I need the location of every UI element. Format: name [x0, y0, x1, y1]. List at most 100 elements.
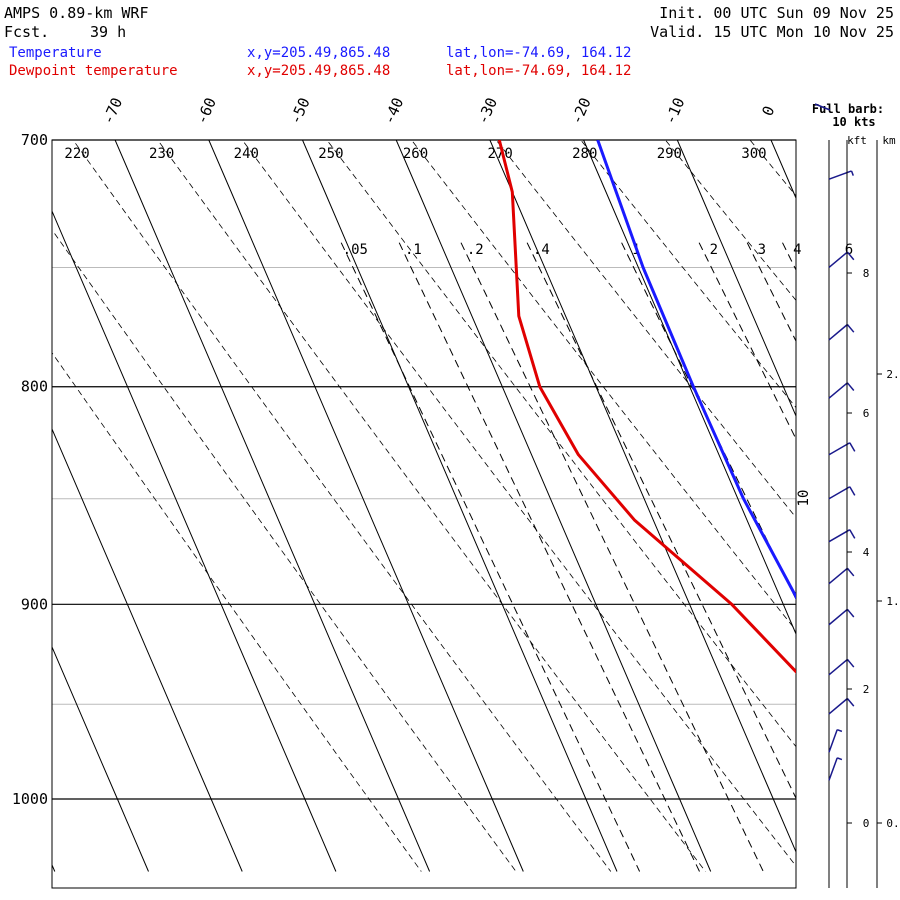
- wind-barb-shaft: [828, 251, 848, 269]
- mixing-ratio-label: .1: [405, 242, 422, 258]
- wind-barb-shaft: [828, 529, 851, 543]
- wind-barb-shaft: [828, 757, 838, 781]
- mixing-ratio-label: 6: [845, 242, 853, 258]
- dry-adiabat-280: [580, 140, 796, 409]
- wind-barb-flag: [849, 442, 856, 452]
- theta-label: 270: [487, 146, 512, 162]
- wind-barb-flag: [849, 529, 856, 539]
- mixing-ratio-line: [526, 242, 796, 800]
- kft-tick-label: 8: [863, 267, 870, 280]
- dry-adiabat-320: [874, 86, 900, 871]
- km-tick-label: 0.: [886, 817, 899, 830]
- mixing-ratio-line: [698, 242, 796, 441]
- mixing-ratio-line: [460, 242, 764, 872]
- kft-tick-label: 2: [863, 683, 870, 696]
- wind-barbs: Full barb:10 kts: [812, 102, 884, 888]
- dry-adiabat-220: [72, 140, 612, 872]
- temperature-line: [596, 140, 796, 600]
- dry-adiabat-260: [410, 140, 796, 632]
- wind-barb-flag: [850, 170, 854, 176]
- barb-legend-sample: [814, 103, 831, 111]
- mixing-ratio-line: [398, 242, 700, 872]
- dry-adiabat-200: [52, 352, 422, 872]
- wind-barb-flag: [846, 324, 855, 333]
- kft-tick-label: 4: [863, 546, 870, 559]
- dry-adiabat-250: [326, 140, 796, 748]
- wind-barb-flag: [846, 567, 855, 577]
- isotherm--50: [302, 140, 618, 872]
- theta-label: 240: [234, 146, 259, 162]
- isotherm-label: -60: [193, 95, 220, 127]
- valid-time: Valid. 15 UTC Mon 10 Nov 25: [650, 23, 894, 41]
- wind-barb-shaft: [828, 442, 851, 456]
- theta-label: 300: [741, 146, 766, 162]
- pressure-label: 1000: [12, 790, 48, 808]
- isotherm-label: -40: [380, 95, 407, 127]
- theta-label: 220: [64, 146, 89, 162]
- wind-barb-flag: [836, 728, 843, 733]
- dry-adiabat-210: [52, 229, 517, 872]
- wind-barb-flag: [846, 608, 855, 618]
- legend-temperature-latlon: lat,lon=-74.69, 164.12: [446, 45, 632, 61]
- legend-dewpoint-xy: x,y=205.49,865.48: [247, 63, 391, 79]
- dry-adiabat-310: [790, 86, 900, 871]
- height-axis: kft km 86 4 2 0 2. 1. 0.: [846, 134, 900, 888]
- barb-legend-title: Full barb:: [812, 102, 884, 116]
- mixing-ratio-label: 3: [758, 242, 766, 258]
- isotherm--90: [52, 427, 243, 872]
- theta-label: 280: [572, 146, 597, 162]
- isotherm-label: -20: [567, 95, 594, 127]
- isotherm-label: -10: [661, 95, 688, 127]
- wind-barb-flag: [849, 486, 856, 496]
- kft-tick-label: 0: [863, 817, 870, 830]
- wind-barb-shaft: [828, 608, 848, 626]
- isotherm-label: -70: [99, 95, 126, 127]
- forecast-hour: 39 h: [90, 23, 127, 41]
- theta-label: 250: [318, 146, 343, 162]
- wind-barb-shaft: [828, 658, 848, 676]
- mixing-ratio-line: [782, 242, 796, 272]
- wind-barb-shaft: [828, 323, 848, 341]
- legend-temperature-xy: x,y=205.49,865.48: [247, 45, 391, 61]
- wind-barb-flag: [846, 698, 855, 707]
- isotherm--10: [676, 140, 796, 418]
- isotherm-label: -30: [474, 95, 501, 127]
- label-10: 10: [796, 490, 812, 507]
- pressure-label: 900: [21, 595, 48, 613]
- theta-label: 230: [149, 146, 174, 162]
- wind-barb-flag: [846, 251, 855, 261]
- isotherm--30: [489, 140, 796, 854]
- wind-barb-shaft: [828, 729, 838, 753]
- axes: [51, 139, 797, 889]
- isotherm--20: [583, 140, 796, 636]
- wind-barb-flag: [836, 757, 843, 761]
- isotherm-label: 0: [758, 103, 778, 119]
- model-title: AMPS 0.89-km WRF: [4, 4, 149, 22]
- isotherm-label: -50: [286, 95, 313, 127]
- wind-barb-shaft: [828, 170, 852, 180]
- wind-barb-shaft: [828, 567, 848, 585]
- theta-label: 260: [403, 146, 428, 162]
- km-tick-label: 1.: [886, 595, 899, 608]
- wind-barb-flag: [846, 382, 855, 391]
- wind-barb-shaft: [828, 382, 848, 399]
- kft-label: kft: [847, 134, 867, 147]
- pressure-label: 700: [21, 131, 48, 149]
- wind-barb-shaft: [828, 697, 848, 715]
- mixing-ratio-label: 4: [793, 242, 801, 258]
- legend-temperature: Temperature: [9, 45, 102, 61]
- dry-adiabat-240: [241, 140, 796, 867]
- barb-legend-speed: 10 kts: [832, 115, 875, 129]
- guide-lines: [52, 86, 900, 872]
- mixing-ratio-line: [340, 242, 641, 872]
- theta-label: 290: [657, 146, 682, 162]
- isotherm--100: [52, 645, 149, 872]
- forecast-label: Fcst.: [4, 23, 50, 41]
- km-tick-label: 2.: [886, 368, 899, 381]
- wind-barb-shaft: [828, 486, 851, 500]
- isotherm-10: [865, 140, 900, 872]
- profile-lines: [497, 140, 796, 674]
- km-label: km: [882, 134, 896, 147]
